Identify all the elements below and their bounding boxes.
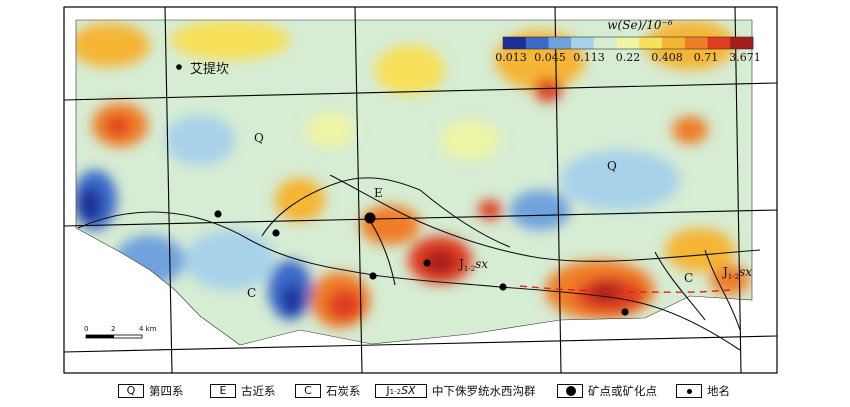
unit-label-c-southeast: C xyxy=(684,271,693,285)
scale-tick-4: 4 km xyxy=(139,325,157,333)
legend-item-carboniferous: C 石炭系 xyxy=(295,383,361,399)
legend-item-quaternary: Q 第四系 xyxy=(118,383,184,399)
unit-label-q-north: Q xyxy=(254,131,264,145)
color-scale-tick: 0.71 xyxy=(694,51,719,64)
unit-label-q-east: Q xyxy=(607,159,617,173)
color-scale-tick-labels: 0.013 0.045 0.113 0.22 0.408 0.71 3.671 xyxy=(495,51,761,64)
legend-symbol-ore-point xyxy=(557,384,583,398)
color-swatch xyxy=(548,37,572,49)
inferred-fault xyxy=(519,285,731,293)
color-scale-tick: 0.22 xyxy=(616,51,641,64)
ore-point xyxy=(214,210,222,218)
legend-label-quaternary: 第四系 xyxy=(149,384,184,398)
ore-point xyxy=(369,272,377,280)
color-scale-swatches xyxy=(502,36,754,50)
legend-symbol-q: Q xyxy=(118,384,144,398)
legend-label-place-name: 地名 xyxy=(707,384,730,398)
legend-label-paleogene: 古近系 xyxy=(241,384,276,398)
place-label-aitikan: 艾提坎 xyxy=(190,61,229,77)
color-swatch xyxy=(684,37,708,49)
place-marker-aitikan xyxy=(176,64,182,70)
study-area-outline xyxy=(75,19,753,346)
color-swatch xyxy=(571,37,595,49)
color-scale-tick: 0.408 xyxy=(651,51,683,64)
color-swatch xyxy=(616,37,640,49)
legend-label-carboniferous: 石炭系 xyxy=(326,384,361,398)
ore-point xyxy=(499,283,507,291)
unit-label-jsx-center: J1-2sx xyxy=(457,257,488,273)
color-scale-tick: 0.045 xyxy=(534,51,566,64)
color-swatch xyxy=(525,37,549,49)
color-swatch xyxy=(707,37,731,49)
unit-label-c-southwest: C xyxy=(247,286,256,300)
legend-label-jurassic: 中下侏罗统水西沟群 xyxy=(432,384,536,398)
ore-point xyxy=(621,308,629,316)
legend-symbol-c: C xyxy=(295,384,321,398)
color-swatch xyxy=(593,37,617,49)
unit-label-e: E xyxy=(374,186,383,200)
ore-point xyxy=(272,229,280,237)
color-scale-tick: 0.113 xyxy=(573,51,605,64)
ore-point xyxy=(364,212,376,224)
color-scale: w(Se)/10⁻⁶ 0.013 0.045 0.113 0.22 0.408 0.71 3… xyxy=(495,18,761,64)
legend-symbol-place xyxy=(676,384,702,398)
legend-item-jurassic: J1-2SX 中下侏罗统水西沟群 xyxy=(375,383,536,399)
scale-bar: 0 2 4 km xyxy=(84,325,157,339)
color-swatch xyxy=(662,37,686,49)
legend-item-ore-point: 矿点或矿化点 xyxy=(557,383,657,399)
color-scale-tick: 0.013 xyxy=(495,51,527,64)
geologic-boundaries xyxy=(77,174,761,351)
color-scale-tick: 3.671 xyxy=(729,51,761,64)
color-scale-title: w(Se)/10⁻⁶ xyxy=(607,18,673,32)
legend-symbol-e: E xyxy=(210,384,236,398)
ore-point xyxy=(423,259,431,267)
legend-label-ore-point: 矿点或矿化点 xyxy=(588,384,657,398)
ore-points xyxy=(214,210,629,316)
legend-symbol-jsx: J1-2SX xyxy=(375,384,427,398)
legend-item-paleogene: E 古近系 xyxy=(210,383,276,399)
color-swatch xyxy=(639,37,663,49)
legend-item-place-name: 地名 xyxy=(676,383,730,399)
unit-label-jsx-east: J1-2sx xyxy=(721,265,752,281)
color-swatch xyxy=(503,37,527,49)
legend: Q 第四系 E 古近系 C 石炭系 J1-2SX 中下侏罗统水西沟群 矿点或矿化… xyxy=(0,376,850,407)
color-swatch xyxy=(730,37,754,49)
scale-tick-2: 2 xyxy=(111,325,115,333)
scale-tick-0: 0 xyxy=(84,325,88,333)
